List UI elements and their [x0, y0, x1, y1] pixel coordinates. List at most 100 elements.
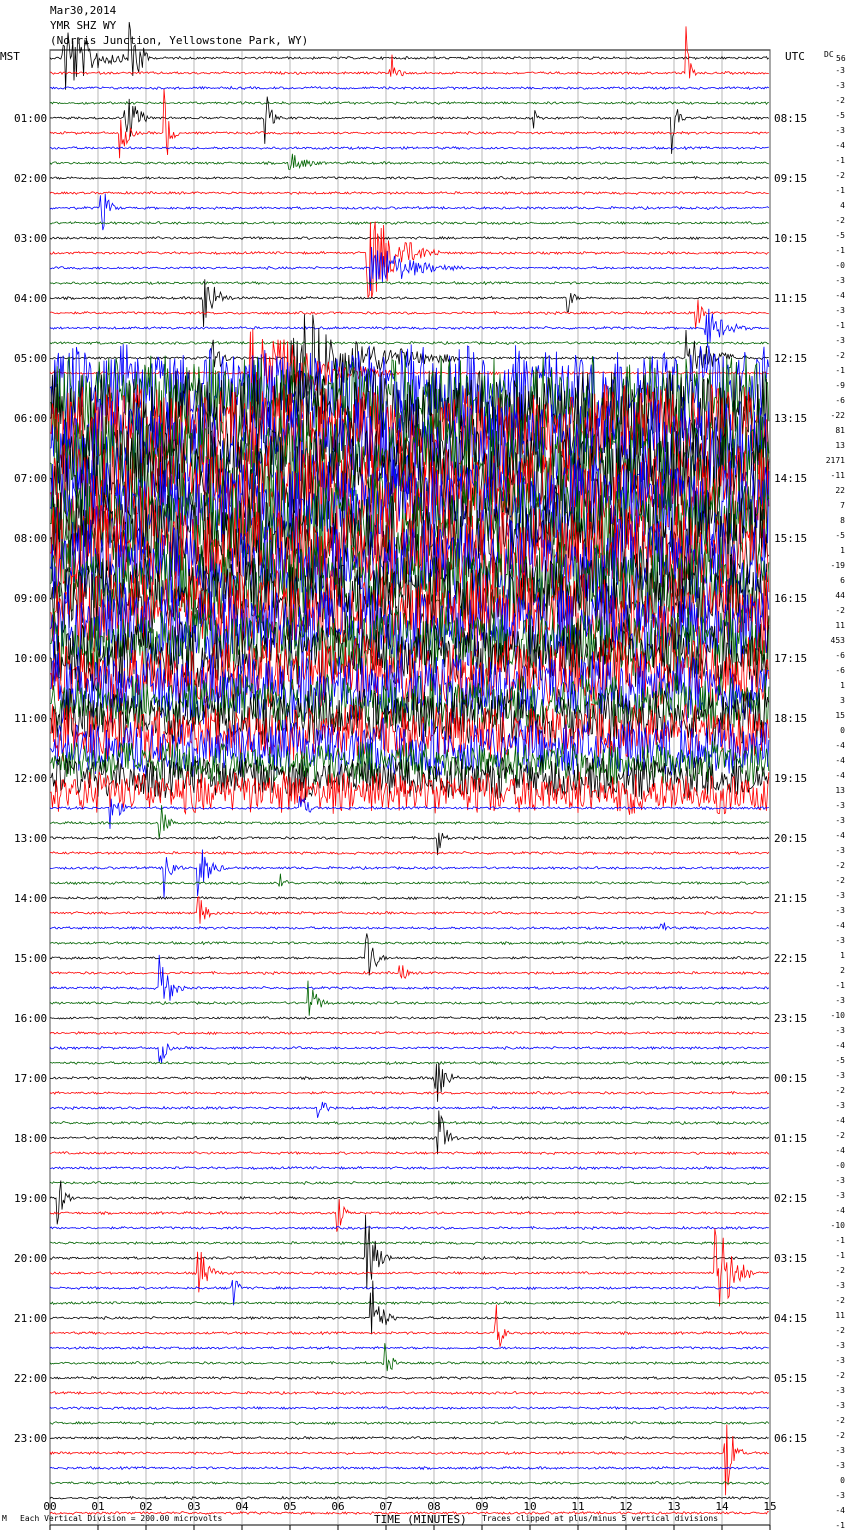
- mst-hour-label: 18:00: [14, 1132, 47, 1145]
- dc-offset-label: -4: [835, 771, 845, 780]
- trace-row: [49, 1150, 770, 1156]
- dc-offset-label: -3: [835, 336, 845, 345]
- trace-row: [49, 190, 769, 195]
- dc-offset-label: -4: [835, 741, 845, 750]
- dc-offset-label: -4: [835, 291, 845, 300]
- utc-hour-label: 19:15: [774, 772, 807, 785]
- dc-offset-label: 7: [840, 501, 845, 510]
- dc-offset-label: -2: [835, 1371, 845, 1380]
- trace-row: [49, 221, 769, 299]
- dc-offset-label: -0: [835, 1161, 845, 1170]
- utc-hour-label: 06:15: [774, 1432, 807, 1445]
- trace-row: [49, 153, 769, 170]
- mst-hour-label: 17:00: [14, 1072, 47, 1085]
- dc-offset-label: -5: [835, 231, 845, 240]
- mst-hour-label: 20:00: [14, 1252, 47, 1265]
- trace-row: [49, 606, 770, 679]
- trace-row: [49, 1180, 769, 1186]
- x-tick-label: 02: [139, 1500, 152, 1513]
- dc-offset-label: -3: [835, 1026, 845, 1035]
- trace-row: [49, 1225, 769, 1231]
- dc-offset-label: -3: [835, 936, 845, 945]
- utc-hour-label: 17:15: [774, 652, 807, 665]
- trace-row: [49, 85, 770, 91]
- trace-row: [49, 1345, 769, 1350]
- dc-offset-label: -4: [835, 1206, 845, 1215]
- trace-row: [50, 567, 770, 658]
- utc-hour-label: 02:15: [774, 1192, 807, 1205]
- dc-offset-label: -10: [831, 1221, 846, 1230]
- utc-hour-label: 13:15: [774, 412, 807, 425]
- dc-offset-label: -2: [835, 1266, 845, 1275]
- trace-row: [49, 279, 769, 328]
- trace-row: [49, 796, 769, 829]
- trace-row: [49, 1198, 769, 1232]
- dc-offset-label: 2: [840, 966, 845, 975]
- dc-offset-label: -19: [831, 561, 846, 570]
- dc-offset-label: -5: [835, 1056, 845, 1065]
- trace-row: [49, 1101, 770, 1118]
- trace-row: [49, 1510, 769, 1516]
- dc-offset-label: -3: [835, 801, 845, 810]
- header-date: Mar30,2014: [50, 4, 117, 17]
- dc-offset-label: -3: [835, 1191, 845, 1200]
- dc-offset-label: -1: [835, 981, 845, 990]
- dc-offset-label: 453: [831, 636, 846, 645]
- dc-offset-label: -3: [835, 1071, 845, 1080]
- dc-offset-label: 81: [835, 426, 845, 435]
- dc-offset-label: -1: [835, 366, 845, 375]
- dc-offset-label: -5: [835, 531, 845, 540]
- dc-offset-label: -3: [835, 1386, 845, 1395]
- dc-offset-label: 6: [840, 576, 845, 585]
- dc-offset-label: -4: [835, 1506, 845, 1515]
- trace-row: [49, 175, 770, 181]
- trace-row: [49, 1280, 770, 1306]
- dc-offset-label: -6: [835, 651, 845, 660]
- utc-hour-label: 15:15: [774, 532, 807, 545]
- dc-offset-label: -5: [835, 111, 845, 120]
- trace-row: [49, 193, 770, 231]
- trace-row: [49, 246, 770, 291]
- trace-row: [49, 896, 769, 924]
- dc-offset-label: -3: [835, 1446, 845, 1455]
- trace-row: [49, 1420, 770, 1426]
- dc-offset-label: -2: [835, 876, 845, 885]
- dc-offset-label: -3: [835, 1281, 845, 1290]
- dc-offset-label: -4: [835, 141, 845, 150]
- trace-row: [49, 1120, 770, 1126]
- trace-group: [49, 21, 770, 1516]
- x-tick-label: 12: [619, 1500, 632, 1513]
- trace-row: [49, 518, 770, 616]
- dc-offset-label: 13: [835, 786, 845, 795]
- dc-offset-label: -3: [835, 891, 845, 900]
- dc-offset-label: 15: [835, 711, 845, 720]
- mst-hour-label: 04:00: [14, 292, 47, 305]
- trace-row: [49, 873, 770, 887]
- mst-hour-label: 08:00: [14, 532, 47, 545]
- trace-row: [49, 635, 770, 711]
- dc-offset-label: -3: [835, 1101, 845, 1110]
- trace-row: [49, 26, 769, 79]
- trace-row: [49, 1343, 770, 1372]
- dc-offset-label: -1: [835, 246, 845, 255]
- mst-hour-label: 19:00: [14, 1192, 47, 1205]
- dc-offset-label: -0: [835, 261, 845, 270]
- trace-row: [49, 1240, 769, 1245]
- minute-grid: [49, 49, 771, 1530]
- mst-hour-label: 23:00: [14, 1432, 47, 1445]
- dc-offset-label: -2: [835, 1326, 845, 1335]
- left-axis-title: MST: [0, 50, 20, 63]
- dc-offset-label: -4: [835, 756, 845, 765]
- dc-offset-label: -4: [835, 1041, 845, 1050]
- trace-row: [49, 221, 769, 226]
- trace-row: [49, 308, 769, 348]
- dc-offset-label: -3: [835, 81, 845, 90]
- header-station: YMR SHZ WY: [50, 19, 117, 32]
- utc-hour-label: 00:15: [774, 1072, 807, 1085]
- dc-offset-label: 1: [840, 546, 845, 555]
- x-tick-label: 04: [235, 1500, 249, 1513]
- trace-row: [49, 1436, 769, 1440]
- trace-row: [49, 1304, 769, 1347]
- dc-offset-label: -3: [835, 1176, 845, 1185]
- utc-hour-label: 16:15: [774, 592, 807, 605]
